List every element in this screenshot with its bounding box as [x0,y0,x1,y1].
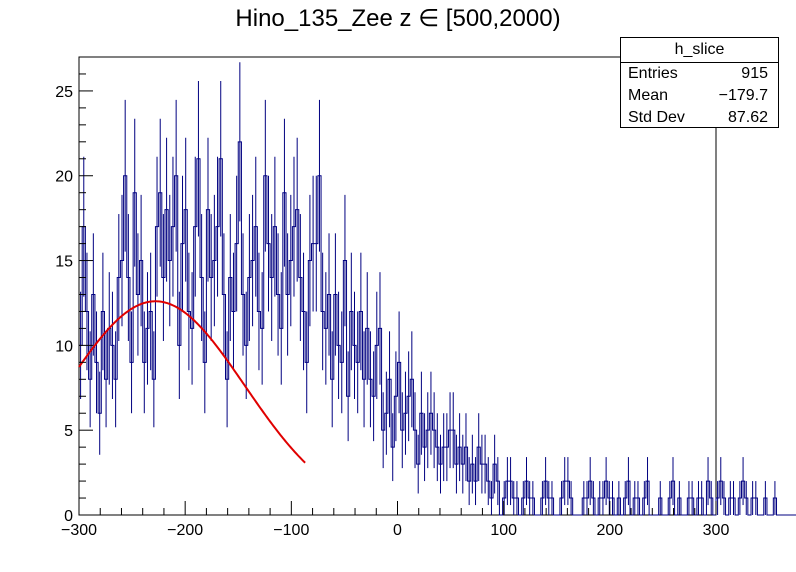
y-tick-label: 10 [55,338,73,355]
stats-value: 915 [741,65,768,82]
stats-row-std-dev: Std Dev 87.62 [621,107,778,129]
x-tick-label: −100 [273,522,309,539]
title-element-of-symbol: ∈ [418,5,440,32]
x-tick-label: −300 [61,522,97,539]
title-range: [500,2000) [445,5,561,32]
stats-value: 87.62 [727,109,768,126]
title-main: Hino_135_Zee z [235,5,412,32]
stats-value: −179.7 [718,87,768,104]
chart-title: Hino_135_Zee z ∈ [500,2000) [0,4,796,33]
stats-row-entries: Entries 915 [621,63,778,85]
histogram-line [79,141,796,516]
x-tick-label: 0 [393,522,402,539]
stats-label: Entries [628,65,678,82]
y-tick-label: 0 [64,508,73,525]
stats-box-title: h_slice [621,38,778,63]
y-tick-label: 5 [64,423,73,440]
stats-box: h_slice Entries 915 Mean −179.7 Std Dev … [620,37,779,128]
y-tick-label: 20 [55,169,73,186]
stats-label: Std Dev [628,109,685,126]
stats-label: Mean [628,87,669,104]
x-tick-label: 300 [703,522,730,539]
y-tick-label: 15 [55,254,73,271]
y-tick-label: 25 [55,84,73,101]
gaussian-fit-curve [78,300,306,464]
x-tick-label: 200 [596,522,623,539]
x-tick-label: −200 [167,522,203,539]
x-tick-label: 100 [490,522,517,539]
stats-row-mean: Mean −179.7 [621,85,778,107]
